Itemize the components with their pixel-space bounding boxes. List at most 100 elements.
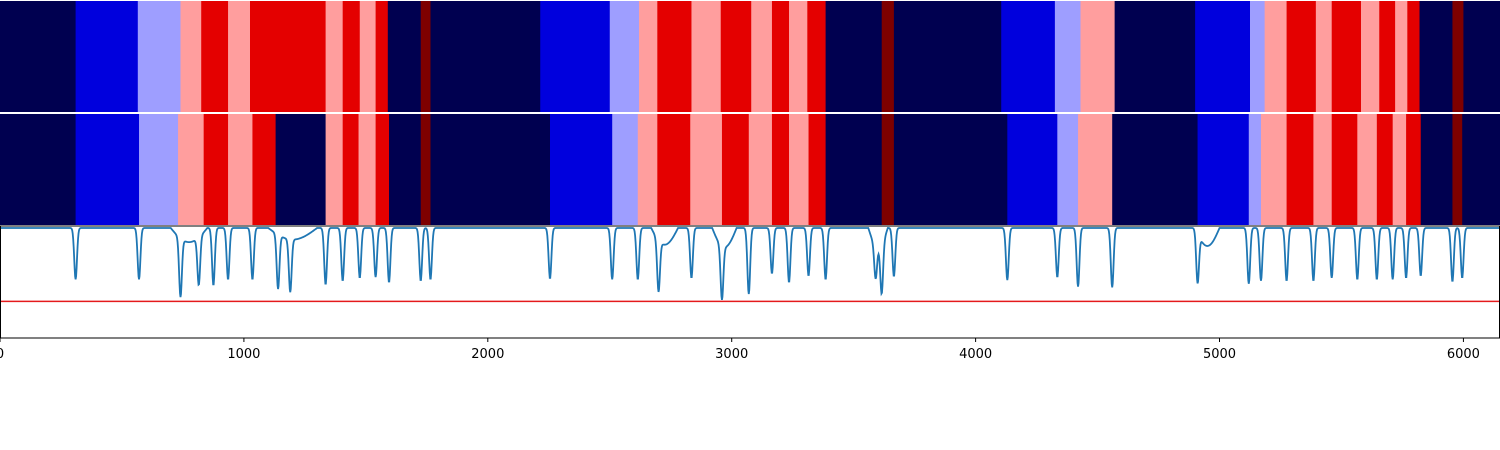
signal-line bbox=[0, 227, 1500, 300]
segment-red bbox=[807, 1, 827, 112]
segment-dark_navy bbox=[1463, 1, 1500, 112]
x-tick-label: 5000 bbox=[1203, 347, 1236, 362]
segment-pink bbox=[789, 114, 810, 225]
segment-red bbox=[1406, 114, 1422, 225]
segment-pink bbox=[228, 1, 251, 112]
segment-light_blue bbox=[612, 114, 639, 225]
segment-pink bbox=[1395, 1, 1408, 112]
segment-dark_navy bbox=[825, 1, 883, 112]
segment-blue bbox=[75, 114, 140, 225]
segment-pink bbox=[180, 1, 202, 112]
segment-pink bbox=[1313, 114, 1333, 225]
x-tick-label: 3000 bbox=[715, 347, 748, 362]
segment-red bbox=[1286, 114, 1315, 225]
segment-light_blue bbox=[1248, 114, 1262, 225]
segment-blue bbox=[1007, 114, 1058, 225]
x-tick-label: 6000 bbox=[1447, 347, 1480, 362]
segment-red bbox=[1331, 1, 1362, 112]
segment-dark_navy bbox=[0, 1, 77, 112]
segment-dark_red bbox=[1452, 1, 1465, 112]
segment-pink bbox=[751, 1, 773, 112]
segment-blue bbox=[550, 114, 613, 225]
segment-pink bbox=[690, 114, 723, 225]
x-axis: 0 1000 2000 3000 4000 5000 6000 bbox=[0, 337, 1500, 362]
segment-blue bbox=[540, 1, 611, 112]
segment-red bbox=[252, 114, 277, 225]
segment-dark_red bbox=[420, 1, 432, 112]
segment-red bbox=[201, 1, 229, 112]
segment-blue bbox=[1001, 1, 1056, 112]
segment-pink bbox=[1392, 114, 1407, 225]
segment-light_blue bbox=[1250, 1, 1266, 112]
segment-red bbox=[721, 114, 750, 225]
segment-dark_red bbox=[881, 1, 895, 112]
segment-dark_navy bbox=[275, 114, 327, 225]
segment-dark_navy bbox=[1420, 114, 1454, 225]
segment-red bbox=[1286, 1, 1317, 112]
x-tick-label: 0 bbox=[0, 347, 4, 362]
segment-pink bbox=[178, 114, 205, 225]
segment-red bbox=[808, 114, 827, 225]
segment-dark_navy bbox=[893, 114, 1008, 225]
segment-red bbox=[203, 114, 229, 225]
segment-pink bbox=[1264, 1, 1288, 112]
segment-blue bbox=[1195, 1, 1251, 112]
segment-dark_navy bbox=[430, 114, 551, 225]
segment-red bbox=[342, 114, 360, 225]
segment-dark_navy bbox=[825, 114, 883, 225]
x-tick-label: 4000 bbox=[959, 347, 992, 362]
segment-light_blue bbox=[137, 1, 182, 112]
segment-dark_navy bbox=[1419, 1, 1454, 112]
segment-light_blue bbox=[609, 1, 640, 112]
segment-red bbox=[720, 1, 752, 112]
segment-pink bbox=[639, 1, 658, 112]
segment-red bbox=[375, 114, 390, 225]
segmentation-row-1 bbox=[0, 1, 1500, 112]
segment-red bbox=[1331, 114, 1358, 225]
segment-light_blue bbox=[1057, 114, 1079, 225]
segment-red bbox=[657, 114, 691, 225]
segment-light_blue bbox=[1054, 1, 1082, 112]
segment-pink bbox=[691, 1, 722, 112]
segmentation-row-2 bbox=[0, 114, 1500, 225]
segment-pink bbox=[358, 114, 377, 225]
segment-pink bbox=[1260, 114, 1288, 225]
segment-red bbox=[250, 1, 327, 112]
segment-blue bbox=[75, 1, 139, 112]
segment-pink bbox=[325, 1, 344, 112]
segment-dark_navy bbox=[1112, 114, 1199, 225]
segment-blue bbox=[1197, 114, 1250, 225]
segment-pink bbox=[748, 114, 773, 225]
segment-red bbox=[1379, 1, 1396, 112]
segment-dark_navy bbox=[1462, 114, 1500, 225]
segment-red bbox=[375, 1, 389, 112]
segment-red bbox=[657, 1, 693, 112]
x-tick-label: 1000 bbox=[227, 347, 260, 362]
segment-pink bbox=[637, 114, 658, 225]
segment-dark_navy bbox=[430, 1, 541, 112]
segment-dark_navy bbox=[1114, 1, 1196, 112]
segment-pink bbox=[1360, 1, 1380, 112]
segment-dark_navy bbox=[387, 1, 422, 112]
segment-pink bbox=[1357, 114, 1378, 225]
segment-dark_navy bbox=[389, 114, 422, 225]
segment-dark_red bbox=[881, 114, 895, 225]
segment-dark_navy bbox=[0, 114, 77, 225]
segment-red bbox=[342, 1, 361, 112]
segment-pink bbox=[228, 114, 254, 225]
x-tick-label: 2000 bbox=[471, 347, 504, 362]
segment-pink bbox=[325, 114, 344, 225]
segment-red bbox=[1407, 1, 1421, 112]
segment-pink bbox=[359, 1, 377, 112]
segment-light_blue bbox=[139, 114, 179, 225]
segment-red bbox=[771, 1, 790, 112]
segment-dark_navy bbox=[893, 1, 1002, 112]
segment-dark_red bbox=[420, 114, 432, 225]
segment-dark_red bbox=[1452, 114, 1463, 225]
segment-red bbox=[771, 114, 790, 225]
segment-pink bbox=[1078, 114, 1113, 225]
segment-red bbox=[1376, 114, 1394, 225]
segment-pink bbox=[1080, 1, 1116, 112]
segment-pink bbox=[1315, 1, 1333, 112]
